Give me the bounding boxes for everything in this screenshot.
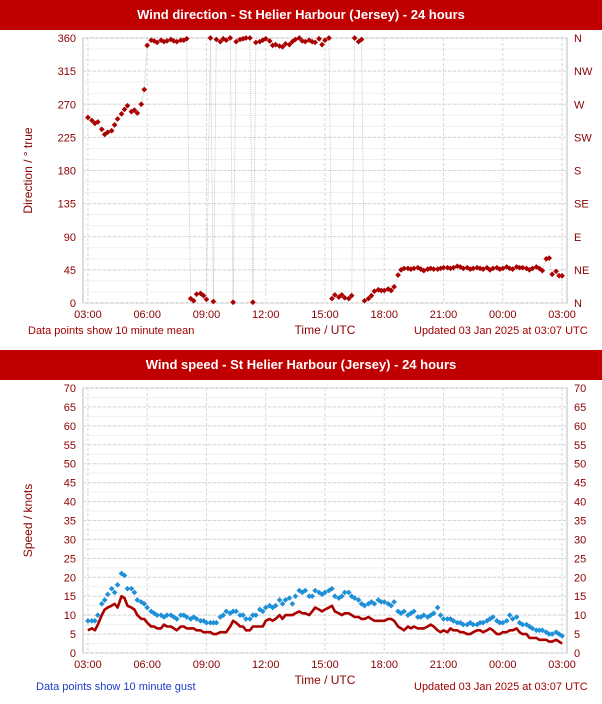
y-tick-label: 10: [64, 610, 76, 622]
y-tick-label-right: SE: [574, 199, 589, 211]
y-tick-label: 315: [58, 66, 76, 78]
y-tick-label-right: 60: [574, 421, 586, 433]
y-tick-label: 50: [64, 459, 76, 471]
x-tick-label: 03:00: [74, 659, 102, 671]
y-tick-label: 30: [64, 534, 76, 546]
y-tick-label-right: E: [574, 232, 581, 244]
x-tick-label: 00:00: [489, 659, 517, 671]
y-tick-label: 55: [64, 440, 76, 452]
x-tick-label: 03:00: [548, 659, 576, 671]
y-tick-label: 360: [58, 33, 76, 45]
direction-updated: Updated 03 Jan 2025 at 03:07 UTC: [414, 325, 588, 337]
x-axis-label: Time / UTC: [295, 323, 356, 337]
direction-note: Data points show 10 minute mean: [28, 325, 194, 337]
x-axis-label: Time / UTC: [295, 673, 356, 687]
y-tick-label: 45: [64, 478, 76, 490]
y-tick-label: 180: [58, 166, 76, 178]
y-tick-label-right: 35: [574, 516, 586, 528]
y-tick-label-right: 50: [574, 459, 586, 471]
speed-chart-title: Wind speed - St Helier Harbour (Jersey) …: [0, 350, 602, 380]
y-tick-label: 5: [70, 629, 76, 641]
x-tick-label: 15:00: [311, 309, 339, 321]
y-tick-label: 15: [64, 591, 76, 603]
y-tick-label-right: NW: [574, 66, 593, 78]
y-tick-label: 20: [64, 572, 76, 584]
y-tick-label: 65: [64, 402, 76, 414]
y-tick-label: 40: [64, 497, 76, 509]
y-tick-label: 25: [64, 553, 76, 565]
y-tick-label: 70: [64, 383, 76, 395]
x-tick-label: 18:00: [370, 309, 398, 321]
y-tick-label-right: 45: [574, 478, 586, 490]
y-tick-label-right: S: [574, 166, 581, 178]
y-tick-label: 270: [58, 99, 76, 111]
x-tick-label: 00:00: [489, 309, 517, 321]
x-tick-label: 03:00: [74, 309, 102, 321]
y-tick-label: 45: [64, 265, 76, 277]
y-tick-label-right: 65: [574, 402, 586, 414]
speed-updated: Updated 03 Jan 2025 at 03:07 UTC: [414, 681, 588, 693]
direction-chart-title: Wind direction - St Helier Harbour (Jers…: [0, 0, 602, 30]
y-tick-label-right: 5: [574, 629, 580, 641]
speed-chart: 0 05 510 1015 1520 2025 2530 3035 3540 4045 4550 50…: [0, 380, 602, 700]
speed-note: Data points show 10 minute gust: [36, 681, 196, 693]
x-tick-label: 06:00: [133, 659, 161, 671]
x-tick-label: 12:00: [252, 659, 280, 671]
y-tick-label-right: 20: [574, 572, 586, 584]
y-tick-label: 225: [58, 132, 76, 144]
y-tick-label-right: 55: [574, 440, 586, 452]
y-tick-label-right: SW: [574, 132, 592, 144]
y-axis-label: Direction / ° true: [21, 127, 35, 213]
direction-chart: 0 N45 NE90 E135 SE180 S225 SW270 W315 NW360 N03:0…: [0, 30, 602, 350]
x-tick-label: 15:00: [311, 659, 339, 671]
y-tick-label-right: 10: [574, 610, 586, 622]
x-tick-label: 21:00: [430, 659, 458, 671]
y-tick-label-right: 30: [574, 534, 586, 546]
y-tick-label: 35: [64, 516, 76, 528]
y-tick-label: 60: [64, 421, 76, 433]
x-tick-label: 12:00: [252, 309, 280, 321]
x-tick-label: 09:00: [193, 659, 221, 671]
y-tick-label-right: 15: [574, 591, 586, 603]
y-tick-label-right: 70: [574, 383, 586, 395]
y-tick-label: 90: [64, 232, 76, 244]
y-axis-label: Speed / knots: [21, 484, 35, 557]
x-tick-label: 18:00: [370, 659, 398, 671]
y-tick-label-right: W: [574, 99, 585, 111]
x-tick-label: 06:00: [133, 309, 161, 321]
x-tick-label: 09:00: [193, 309, 221, 321]
x-tick-label: 21:00: [430, 309, 458, 321]
y-tick-label-right: NE: [574, 265, 589, 277]
y-tick-label-right: N: [574, 33, 582, 45]
y-tick-label-right: 25: [574, 553, 586, 565]
x-tick-label: 03:00: [548, 309, 576, 321]
y-tick-label: 135: [58, 199, 76, 211]
y-tick-label-right: 40: [574, 497, 586, 509]
